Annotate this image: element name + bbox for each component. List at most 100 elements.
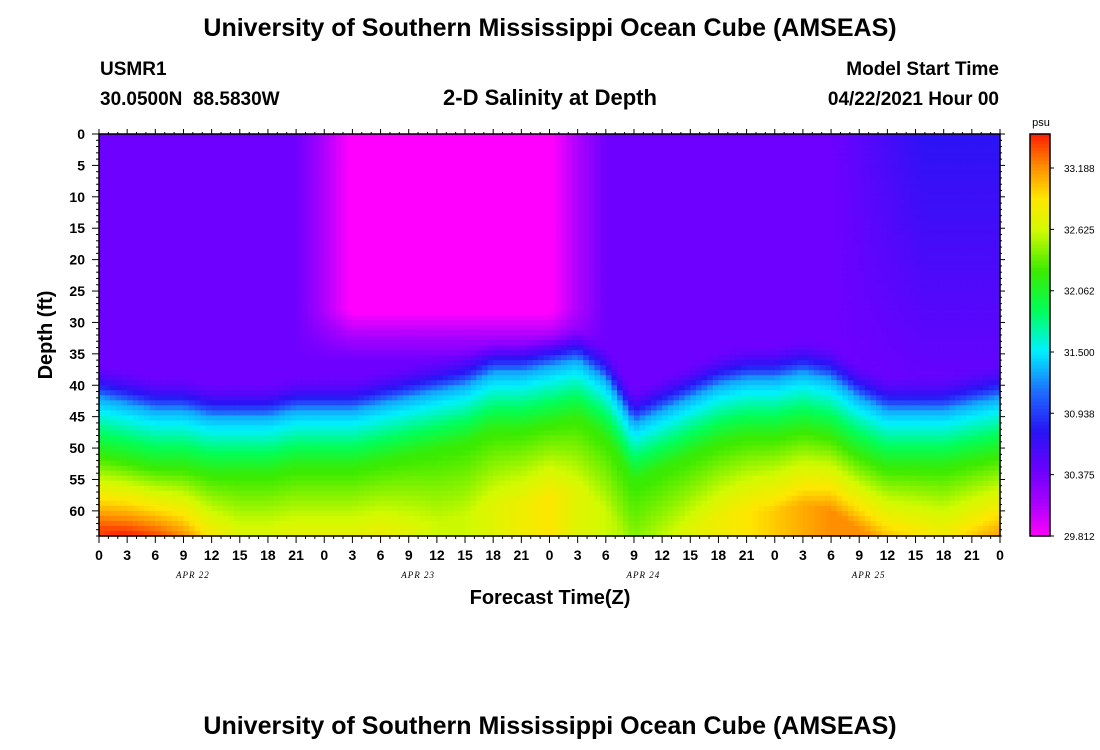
- heatmap-cell: [127, 500, 134, 507]
- heatmap-cell: [374, 435, 382, 442]
- heatmap-cell: [425, 284, 432, 291]
- heatmap-cell: [183, 450, 190, 457]
- heatmap-cell: [149, 370, 156, 376]
- heatmap-cell: [127, 475, 134, 482]
- heatmap-cell: [391, 209, 399, 216]
- heatmap-cell: [228, 159, 235, 165]
- heatmap-cell: [172, 415, 179, 422]
- heatmap-cell: [419, 179, 427, 185]
- heatmap-cell: [403, 400, 410, 406]
- heatmap-cell: [419, 204, 427, 210]
- heatmap-cell: [273, 144, 280, 150]
- heatmap-cell: [324, 390, 331, 396]
- heatmap-cell: [442, 355, 449, 361]
- heatmap-cell: [408, 420, 415, 427]
- heatmap-cell: [442, 515, 449, 522]
- heatmap-cell: [245, 335, 252, 341]
- heatmap-cell: [189, 505, 196, 512]
- heatmap-cell: [380, 324, 387, 331]
- heatmap-cell: [324, 355, 331, 361]
- heatmap-cell: [301, 284, 308, 291]
- heatmap-cell: [425, 229, 432, 236]
- heatmap-cell: [403, 390, 410, 396]
- heatmap-cell: [301, 530, 308, 537]
- heatmap-cell: [138, 229, 145, 236]
- heatmap-cell: [369, 254, 376, 261]
- heatmap-cell: [346, 460, 353, 467]
- heatmap-cell: [104, 214, 111, 221]
- heatmap-cell: [307, 159, 314, 165]
- heatmap-cell: [397, 420, 404, 427]
- heatmap-cell: [99, 510, 106, 517]
- heatmap-cell: [346, 395, 353, 401]
- heatmap-cell: [380, 520, 387, 527]
- heatmap-cell: [358, 515, 365, 522]
- heatmap-cell: [149, 410, 156, 417]
- heatmap-cell: [329, 530, 337, 537]
- heatmap-cell: [403, 199, 410, 205]
- heatmap-cell: [436, 329, 444, 336]
- heatmap-cell: [251, 234, 258, 241]
- heatmap-cell: [380, 299, 387, 306]
- heatmap-cell: [99, 380, 106, 386]
- heatmap-cell: [374, 204, 382, 210]
- heatmap-cell: [341, 144, 348, 150]
- heatmap-cell: [324, 234, 331, 241]
- heatmap-cell: [414, 475, 421, 482]
- heatmap-cell: [369, 410, 376, 417]
- heatmap-cell: [318, 294, 325, 301]
- heatmap-cell: [110, 495, 117, 502]
- heatmap-cell: [408, 214, 415, 221]
- heatmap-cell: [386, 269, 393, 276]
- heatmap-cell: [431, 144, 438, 150]
- heatmap-cell: [211, 380, 218, 386]
- heatmap-cell: [335, 179, 342, 185]
- heatmap-cell: [442, 395, 449, 401]
- heatmap-cell: [335, 269, 342, 276]
- heatmap-cell: [183, 174, 190, 180]
- heatmap-cell: [324, 410, 331, 417]
- heatmap-cell: [324, 279, 331, 286]
- heatmap-cell: [262, 169, 269, 175]
- heatmap-cell: [160, 520, 168, 527]
- heatmap-cell: [307, 530, 314, 537]
- heatmap-cell: [358, 490, 365, 497]
- heatmap-cell: [312, 410, 320, 417]
- heatmap-cell: [290, 425, 297, 432]
- heatmap-cell: [132, 224, 140, 231]
- heatmap-cell: [403, 455, 410, 462]
- heatmap-cell: [166, 440, 173, 447]
- heatmap-cell: [358, 420, 365, 427]
- heatmap-cell: [177, 525, 185, 532]
- heatmap-cell: [144, 410, 151, 417]
- heatmap-cell: [177, 365, 185, 371]
- heatmap-cell: [312, 400, 320, 406]
- heatmap-cell: [380, 304, 387, 311]
- heatmap-cell: [144, 445, 151, 452]
- heatmap-cell: [284, 385, 292, 391]
- heatmap-cell: [115, 450, 123, 457]
- heatmap-cell: [296, 314, 303, 321]
- heatmap-cell: [262, 289, 269, 296]
- heatmap-cell: [194, 259, 201, 266]
- heatmap-cell: [408, 370, 415, 376]
- heatmap-cell: [189, 159, 196, 165]
- heatmap-cell: [352, 234, 359, 241]
- heatmap-cell: [363, 475, 370, 482]
- heatmap-cell: [403, 440, 410, 447]
- heatmap-cell: [363, 420, 370, 427]
- heatmap-cell: [442, 314, 449, 321]
- heatmap-cell: [335, 505, 342, 512]
- heatmap-cell: [200, 259, 207, 266]
- heatmap-cell: [104, 500, 111, 507]
- heatmap-cell: [335, 435, 342, 442]
- heatmap-cell: [442, 279, 449, 286]
- heatmap-cell: [245, 269, 252, 276]
- heatmap-cell: [110, 530, 117, 537]
- heatmap-cell: [222, 500, 230, 507]
- heatmap-cell: [419, 525, 427, 532]
- heatmap-cell: [121, 385, 128, 391]
- heatmap-cell: [262, 515, 269, 522]
- heatmap-cell: [431, 460, 438, 467]
- heatmap-cell: [425, 189, 432, 195]
